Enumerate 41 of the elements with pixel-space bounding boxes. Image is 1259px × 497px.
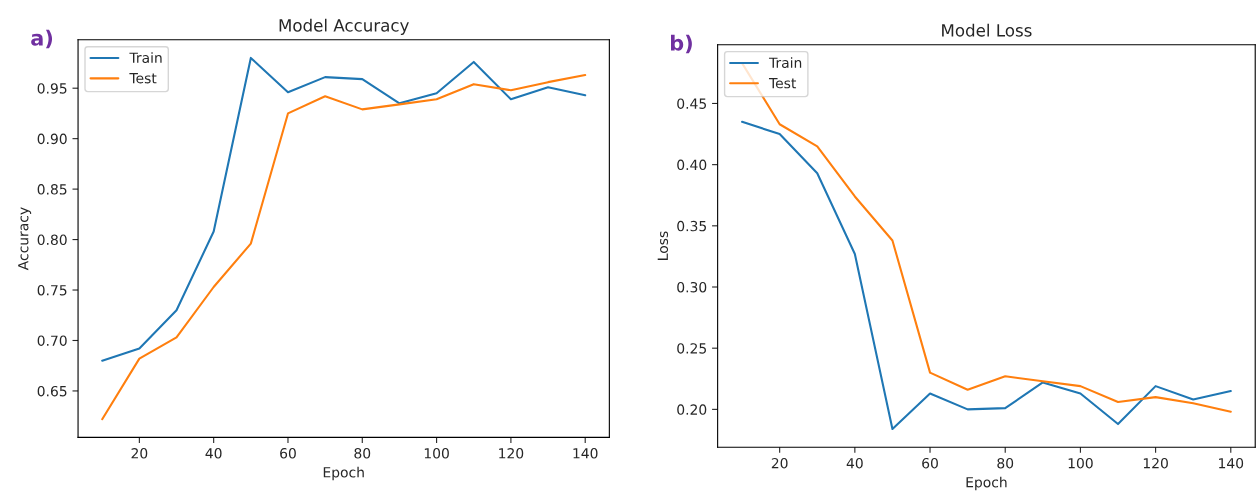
y-tick-label: 0.90 bbox=[37, 133, 67, 145]
x-tick-label: 80 bbox=[997, 457, 1014, 469]
y-tick-label: 0.75 bbox=[37, 284, 67, 296]
y-tick-label: 0.65 bbox=[37, 385, 67, 397]
x-tick-label: 100 bbox=[424, 448, 449, 459]
y-tick-label: 0.30 bbox=[677, 281, 707, 293]
x-tick-label: 120 bbox=[499, 448, 524, 459]
text: b) bbox=[671, 34, 692, 54]
x-tick-label: 40 bbox=[846, 457, 863, 469]
legend-label: Train bbox=[129, 52, 162, 64]
x-tick-label: 20 bbox=[131, 448, 148, 459]
x-tick-label: 140 bbox=[573, 448, 598, 459]
x-tick-label: 140 bbox=[1219, 457, 1244, 469]
legend-label: Train bbox=[768, 57, 802, 68]
x-tick-label: 120 bbox=[1143, 457, 1168, 469]
legend-label: Test bbox=[129, 73, 157, 84]
y-tick-label: 0.45 bbox=[677, 98, 706, 109]
x-tick-label: 40 bbox=[205, 448, 222, 459]
x-tick-label: 100 bbox=[1068, 457, 1093, 469]
y-axis-title: Loss bbox=[657, 231, 669, 260]
chart-title: Model Loss bbox=[942, 23, 1032, 37]
x-tick-label: 20 bbox=[771, 457, 788, 469]
y-axis-title: Accuracy bbox=[18, 207, 32, 271]
y-tick-label: 0.85 bbox=[37, 184, 67, 195]
x-tick-label: 60 bbox=[280, 448, 296, 459]
line-series bbox=[741, 120, 1232, 430]
chart-title: Model Accuracy bbox=[279, 18, 409, 35]
y-tick-label: 0.25 bbox=[677, 343, 706, 354]
y-tick-label: 0.20 bbox=[677, 404, 707, 415]
x-tick-label: 60 bbox=[922, 457, 938, 469]
x-axis-title: Epoch bbox=[966, 476, 1007, 491]
line-series bbox=[101, 74, 587, 421]
y-tick-label: 0.40 bbox=[677, 159, 707, 171]
text: a) bbox=[31, 29, 53, 49]
y-tick-label: 0.35 bbox=[677, 220, 706, 232]
x-tick-label: 80 bbox=[354, 448, 371, 459]
y-tick-label: 0.95 bbox=[37, 83, 67, 94]
y-tick-label: 0.80 bbox=[37, 234, 67, 246]
y-tick-label: 0.70 bbox=[37, 335, 67, 346]
x-axis-title: Epoch bbox=[323, 466, 364, 481]
legend-label: Test bbox=[768, 78, 797, 89]
